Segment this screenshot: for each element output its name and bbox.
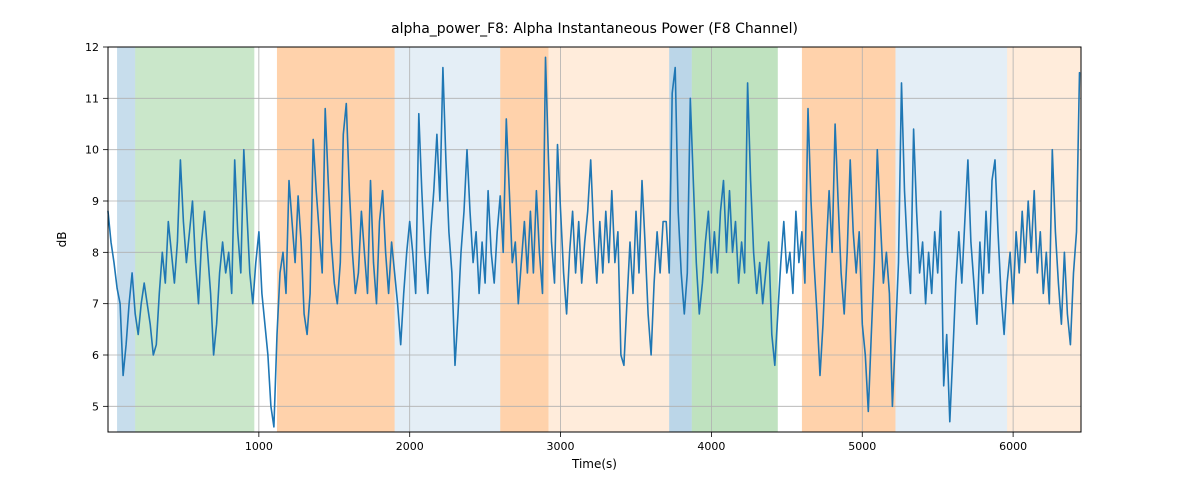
y-tick-label: 6 — [92, 349, 99, 362]
x-axis-label: Time(s) — [571, 457, 617, 471]
region — [1007, 47, 1081, 432]
x-ticks: 1000 2000 3000 4000 5000 6000 — [245, 432, 1027, 453]
x-tick-label: 3000 — [547, 440, 575, 453]
x-tick-label: 4000 — [697, 440, 725, 453]
region — [117, 47, 135, 432]
region — [500, 47, 548, 432]
y-axis-label: dB — [55, 232, 69, 248]
y-tick-label: 5 — [92, 400, 99, 413]
y-tick-label: 11 — [85, 92, 99, 105]
x-tick-label: 1000 — [245, 440, 273, 453]
chart-title: alpha_power_F8: Alpha Instantaneous Powe… — [391, 21, 798, 37]
x-tick-label: 2000 — [396, 440, 424, 453]
y-tick-label: 12 — [85, 41, 99, 54]
x-tick-label: 6000 — [999, 440, 1027, 453]
y-tick-label: 8 — [92, 246, 99, 259]
y-tick-label: 10 — [85, 144, 99, 157]
y-tick-label: 9 — [92, 195, 99, 208]
region — [395, 47, 501, 432]
x-tick-label: 5000 — [848, 440, 876, 453]
region — [548, 47, 669, 432]
region — [277, 47, 395, 432]
line-chart: 1000 2000 3000 4000 5000 6000 5 6 7 8 9 10 11 12 Time(… — [0, 0, 1200, 500]
y-ticks: 5 6 7 8 9 10 11 12 — [85, 41, 108, 413]
y-tick-label: 7 — [92, 298, 99, 311]
region — [692, 47, 778, 432]
